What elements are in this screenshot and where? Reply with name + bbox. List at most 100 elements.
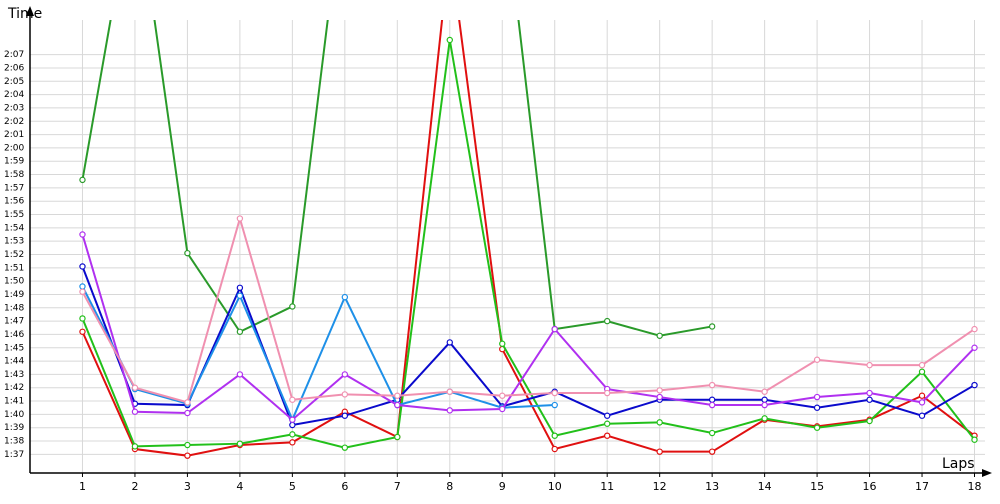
- point: [761, 415, 768, 422]
- y-tick-label: 1:45: [4, 343, 24, 353]
- point: [551, 432, 558, 439]
- point: [708, 448, 716, 455]
- point: [184, 441, 191, 449]
- point: [236, 371, 244, 378]
- point: [499, 405, 506, 413]
- x-tick-label: 14: [758, 480, 772, 493]
- plot-area: [79, 20, 978, 459]
- point: [289, 439, 296, 446]
- x-tick-label: 17: [915, 480, 929, 493]
- series-line: [81, 39, 976, 449]
- x-tick-label: 8: [446, 480, 453, 493]
- point: [341, 391, 349, 398]
- y-tick-label: 1:59: [4, 157, 24, 167]
- point: [236, 440, 244, 447]
- point: [446, 407, 453, 414]
- point: [236, 292, 244, 299]
- point: [341, 371, 349, 378]
- y-arrow: [26, 6, 34, 16]
- point: [761, 388, 768, 395]
- point: [918, 392, 926, 399]
- y-tick-label: 1:44: [4, 357, 24, 367]
- y-tick-label: 1:57: [4, 183, 24, 193]
- point: [341, 412, 349, 419]
- x-tick-label: 18: [968, 480, 982, 493]
- y-tick-label: 1:54: [4, 223, 24, 233]
- point: [918, 399, 926, 406]
- point: [918, 412, 926, 419]
- point: [551, 389, 558, 397]
- point: [918, 361, 926, 369]
- point: [971, 325, 978, 333]
- point: [656, 393, 663, 401]
- x-tick-label: 13: [705, 480, 719, 493]
- point: [813, 404, 821, 411]
- point: [603, 420, 611, 427]
- point: [184, 452, 191, 459]
- point: [656, 419, 663, 426]
- y-axis-label: Time: [7, 6, 42, 22]
- x-tick-label: 9: [499, 480, 506, 493]
- point: [446, 388, 453, 395]
- point: [184, 399, 191, 406]
- x-tick-label: 12: [653, 480, 667, 493]
- point: [131, 443, 139, 450]
- point: [813, 393, 821, 401]
- point: [131, 384, 139, 391]
- point: [79, 176, 86, 184]
- point: [289, 416, 296, 423]
- point: [79, 283, 86, 290]
- point: [656, 387, 663, 394]
- y-tick-label: 1:39: [4, 423, 24, 433]
- y-tick-label: 1:43: [4, 370, 24, 380]
- point: [79, 288, 86, 295]
- point: [499, 340, 506, 347]
- point: [866, 396, 873, 403]
- y-tick-label: 1:38: [4, 437, 24, 447]
- y-tick-label: 1:47: [4, 317, 24, 327]
- point: [761, 396, 768, 403]
- point: [341, 444, 349, 451]
- point: [551, 401, 558, 409]
- point: [603, 412, 611, 419]
- y-tick-label: 1:40: [4, 410, 24, 420]
- point: [708, 401, 716, 409]
- point: [708, 323, 716, 330]
- point: [79, 315, 86, 322]
- point: [289, 421, 296, 429]
- point: [708, 396, 716, 403]
- point: [79, 263, 86, 270]
- point: [656, 332, 663, 339]
- series-line: [81, 266, 976, 427]
- point: [551, 445, 558, 453]
- point: [446, 36, 453, 44]
- y-tick-label: 1:46: [4, 330, 24, 340]
- x-tick-label: 3: [184, 480, 191, 493]
- y-tick-label: 2:03: [4, 103, 24, 113]
- point: [866, 361, 873, 369]
- point: [866, 417, 873, 425]
- point: [236, 284, 244, 292]
- x-arrow: [982, 469, 992, 477]
- point: [813, 424, 821, 431]
- point: [184, 409, 191, 417]
- series-line: [81, 286, 555, 423]
- point: [499, 392, 506, 399]
- point: [603, 317, 611, 325]
- point: [708, 429, 716, 437]
- point: [866, 389, 873, 397]
- point: [79, 328, 86, 335]
- point: [236, 328, 244, 335]
- x-tick-label: 16: [863, 480, 877, 493]
- point: [394, 401, 401, 409]
- y-tick-label: 1:48: [4, 303, 24, 313]
- point: [971, 381, 978, 389]
- point: [603, 432, 611, 439]
- y-tick-label: 1:55: [4, 210, 24, 220]
- point: [236, 215, 244, 222]
- y-tick-label: 2:05: [4, 77, 24, 87]
- x-tick-label: 6: [341, 480, 348, 493]
- point: [551, 325, 558, 333]
- x-tick-label: 5: [289, 480, 296, 493]
- y-tick-label: 2:06: [4, 63, 24, 73]
